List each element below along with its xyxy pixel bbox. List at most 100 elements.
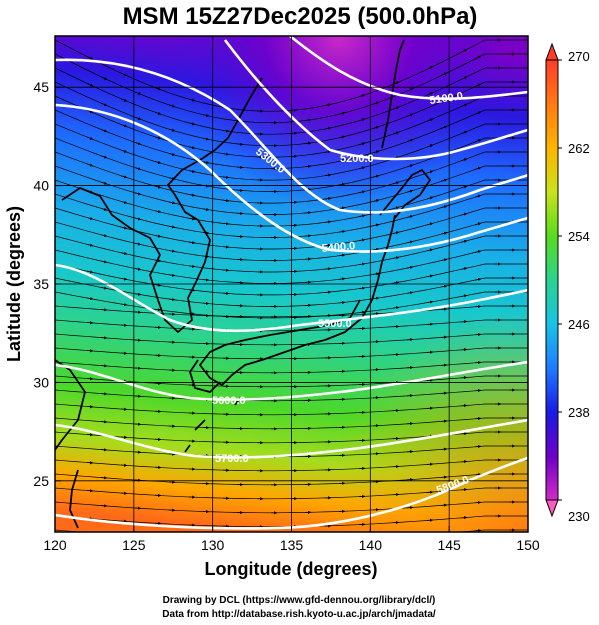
wind-arrow: [460, 185, 468, 189]
wind-arrow: [188, 169, 196, 173]
wind-arrow: [86, 270, 94, 274]
wind-arrow: [338, 230, 346, 234]
wind-arrow: [168, 225, 176, 229]
wind-arrow: [324, 150, 332, 154]
wind-arrow: [440, 284, 448, 288]
y-tick-label: 45: [33, 79, 49, 95]
colorbar-tick-label: 254: [568, 229, 590, 244]
wind-arrow: [426, 170, 434, 174]
wind-arrow: [324, 220, 332, 224]
wind-arrow: [338, 206, 346, 210]
credit-data: Data from http://database.rish.kyoto-u.a…: [162, 609, 436, 620]
wind-arrow: [100, 102, 108, 106]
wind-arrow: [358, 118, 366, 122]
wind-arrow: [222, 152, 230, 156]
wind-arrow: [426, 196, 434, 200]
wind-arrow: [426, 248, 434, 252]
wind-arrow: [474, 277, 482, 281]
wind-arrow: [338, 300, 346, 305]
wind-arrow: [372, 174, 380, 178]
wind-arrow: [324, 196, 332, 201]
wind-arrow: [474, 139, 482, 143]
wind-arrow: [474, 222, 482, 226]
contour-5500: [55, 263, 528, 333]
wind-arrow: [406, 164, 414, 168]
contour-5800: [55, 456, 528, 530]
wind-arrow: [134, 192, 142, 196]
wind-arrow: [134, 292, 142, 296]
wind-arrow: [474, 250, 482, 254]
wind-arrow: [460, 48, 468, 53]
wind-arrow: [426, 92, 434, 96]
wind-arrow: [372, 296, 380, 300]
contour-5600: [55, 360, 528, 401]
wind-arrow: [324, 267, 332, 271]
wind-arrow: [440, 258, 448, 262]
wind-arrow: [100, 155, 108, 159]
wind-arrow: [202, 301, 210, 305]
wind-arrow: [392, 106, 400, 110]
wind-arrow: [100, 76, 108, 80]
wind-arrow: [460, 103, 468, 108]
wind-arrow: [86, 297, 94, 301]
streamline: [55, 165, 528, 215]
contour-label: 5600.0: [212, 395, 246, 407]
wind-arrow: [358, 190, 366, 194]
lat-lon-grid: [55, 36, 528, 532]
wind-arrow: [304, 234, 312, 238]
wind-arrow: [324, 290, 332, 294]
wind-arrow: [168, 201, 176, 205]
wind-arrow: [426, 144, 434, 148]
wind-arrow: [154, 160, 162, 164]
wind-arrow: [440, 231, 448, 235]
wind-arrow: [460, 239, 468, 243]
wind-arrow: [324, 173, 332, 177]
coast-mainland-south: [55, 359, 86, 451]
coast-japan-honshu: [199, 214, 396, 386]
wind-arrow: [168, 152, 176, 156]
wind-arrow: [188, 98, 196, 102]
contour-5300: [55, 58, 528, 214]
wind-arrow: [426, 222, 434, 226]
y-tick-label: 40: [33, 178, 49, 194]
wind-arrow: [338, 253, 346, 257]
x-tick-label: 135: [280, 537, 304, 553]
colorbar-tick-label: 246: [568, 317, 590, 332]
wind-arrow: [372, 223, 380, 227]
wind-arrow: [406, 265, 414, 269]
wind-arrow: [120, 175, 128, 179]
wind-arrow: [304, 164, 312, 168]
colorbar-top-triangle: [545, 42, 559, 61]
wind-arrow: [474, 166, 482, 170]
wind-arrow: [188, 264, 196, 268]
colorbar-bar: [545, 59, 559, 501]
wind-arrow: [440, 178, 448, 182]
wind-arrow: [120, 72, 128, 77]
y-axis-title: Latitude (degrees): [4, 206, 24, 362]
wind-arrow: [154, 185, 162, 189]
colorbar-tick-label: 270: [568, 49, 590, 64]
wind-arrow: [120, 251, 128, 255]
wind-arrow: [86, 136, 94, 140]
wind-arrow: [86, 243, 94, 247]
wind-arrow: [406, 215, 414, 219]
wind-arrow: [236, 188, 244, 192]
wind-arrow: [134, 167, 142, 171]
wind-arrow: [222, 198, 230, 203]
wind-arrow: [222, 129, 230, 133]
wind-arrow: [392, 181, 400, 185]
wind-arrow: [120, 149, 128, 153]
wind-arrow: [154, 136, 162, 140]
wind-arrow: [440, 125, 448, 129]
wind-arrow: [406, 113, 414, 117]
wind-arrow: [222, 245, 230, 249]
x-axis-title: Longitude (degrees): [204, 559, 377, 579]
wind-arrow: [168, 249, 176, 253]
wind-arrow: [338, 111, 346, 115]
wind-arrow: [338, 182, 346, 186]
wind-arrow: [154, 87, 162, 91]
wind-arrow: [372, 125, 380, 129]
wind-arrow: [324, 103, 332, 107]
wind-arrow: [460, 76, 468, 80]
wind-arrow: [304, 141, 312, 145]
